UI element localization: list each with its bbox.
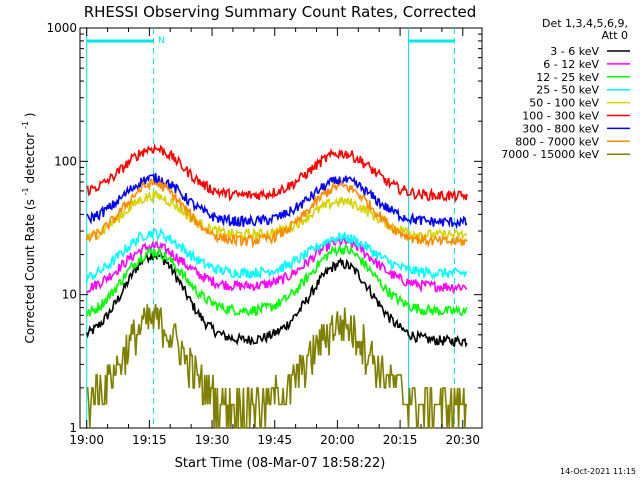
legend-label-4: 25 - 50 keV bbox=[536, 84, 599, 97]
x-tick-label-3: 19:45 bbox=[257, 433, 292, 447]
y-axis-label: Corrected Count Rate (s -1 detector -1 ) bbox=[17, 113, 37, 344]
x-tick-label-1: 19:15 bbox=[132, 433, 167, 447]
x-tick-label-6: 20:30 bbox=[445, 433, 480, 447]
x-axis: 19:00 19:15 19:30 19:45 20:00 20:15 20:30 bbox=[69, 28, 480, 447]
legend-label-2: 6 - 12 keV bbox=[543, 58, 599, 71]
legend-label-7: 300 - 800 keV bbox=[522, 122, 599, 135]
series-line-3 bbox=[85, 243, 468, 317]
x-tick-label-5: 20:15 bbox=[383, 433, 418, 447]
y-label-sup-2: -1 bbox=[21, 121, 30, 129]
series-line-8 bbox=[85, 178, 468, 249]
series-line-5 bbox=[86, 189, 468, 243]
x-axis-label: Start Time (08-Mar-07 18:58:22) bbox=[175, 456, 386, 471]
footer-date: 14-Oct-2021 11:15 bbox=[560, 467, 636, 476]
flag-label: N bbox=[158, 36, 165, 46]
series-layer bbox=[85, 142, 468, 429]
legend-header-2: Att 0 bbox=[602, 29, 628, 42]
y-label-sup-1: -1 bbox=[21, 187, 30, 195]
x-tick-label-2: 19:30 bbox=[195, 433, 230, 447]
y-tick-label-0: 1 bbox=[69, 421, 77, 435]
plot-frame bbox=[79, 27, 483, 429]
legend-label-6: 100 - 300 keV bbox=[522, 110, 599, 123]
x-tick-label-0: 19:00 bbox=[69, 433, 104, 447]
series-line-6 bbox=[86, 142, 468, 203]
legend-header-1: Det 1,3,4,5,6,9, bbox=[542, 17, 628, 30]
legend-label-1: 3 - 6 keV bbox=[550, 45, 599, 58]
y-tick-label-2: 100 bbox=[54, 154, 77, 168]
series-line-4 bbox=[85, 226, 468, 284]
vertical-markers bbox=[86, 28, 455, 428]
legend-label-9: 7000 - 15000 keV bbox=[501, 148, 599, 161]
y-tick-label-3: 1000 bbox=[46, 21, 77, 35]
legend-label-5: 50 - 100 keV bbox=[529, 97, 599, 110]
y-label-part-3: ) bbox=[23, 113, 37, 118]
y-axis: 1 10 100 1000 bbox=[46, 21, 482, 435]
series-line-2 bbox=[86, 234, 468, 295]
series-line-7 bbox=[86, 173, 468, 230]
series-line-9 bbox=[86, 303, 467, 429]
chart-title: RHESSI Observing Summary Count Rates, Co… bbox=[84, 3, 477, 21]
legend-label-3: 12 - 25 keV bbox=[536, 71, 599, 84]
y-label-part-2: detector bbox=[23, 133, 37, 184]
legend-label-8: 800 - 7000 keV bbox=[515, 135, 599, 148]
y-tick-label-1: 10 bbox=[62, 288, 77, 302]
series-line-1 bbox=[85, 251, 468, 348]
y-label-part-1: Corrected Count Rate (s bbox=[23, 199, 37, 343]
x-tick-label-4: 20:00 bbox=[320, 433, 355, 447]
